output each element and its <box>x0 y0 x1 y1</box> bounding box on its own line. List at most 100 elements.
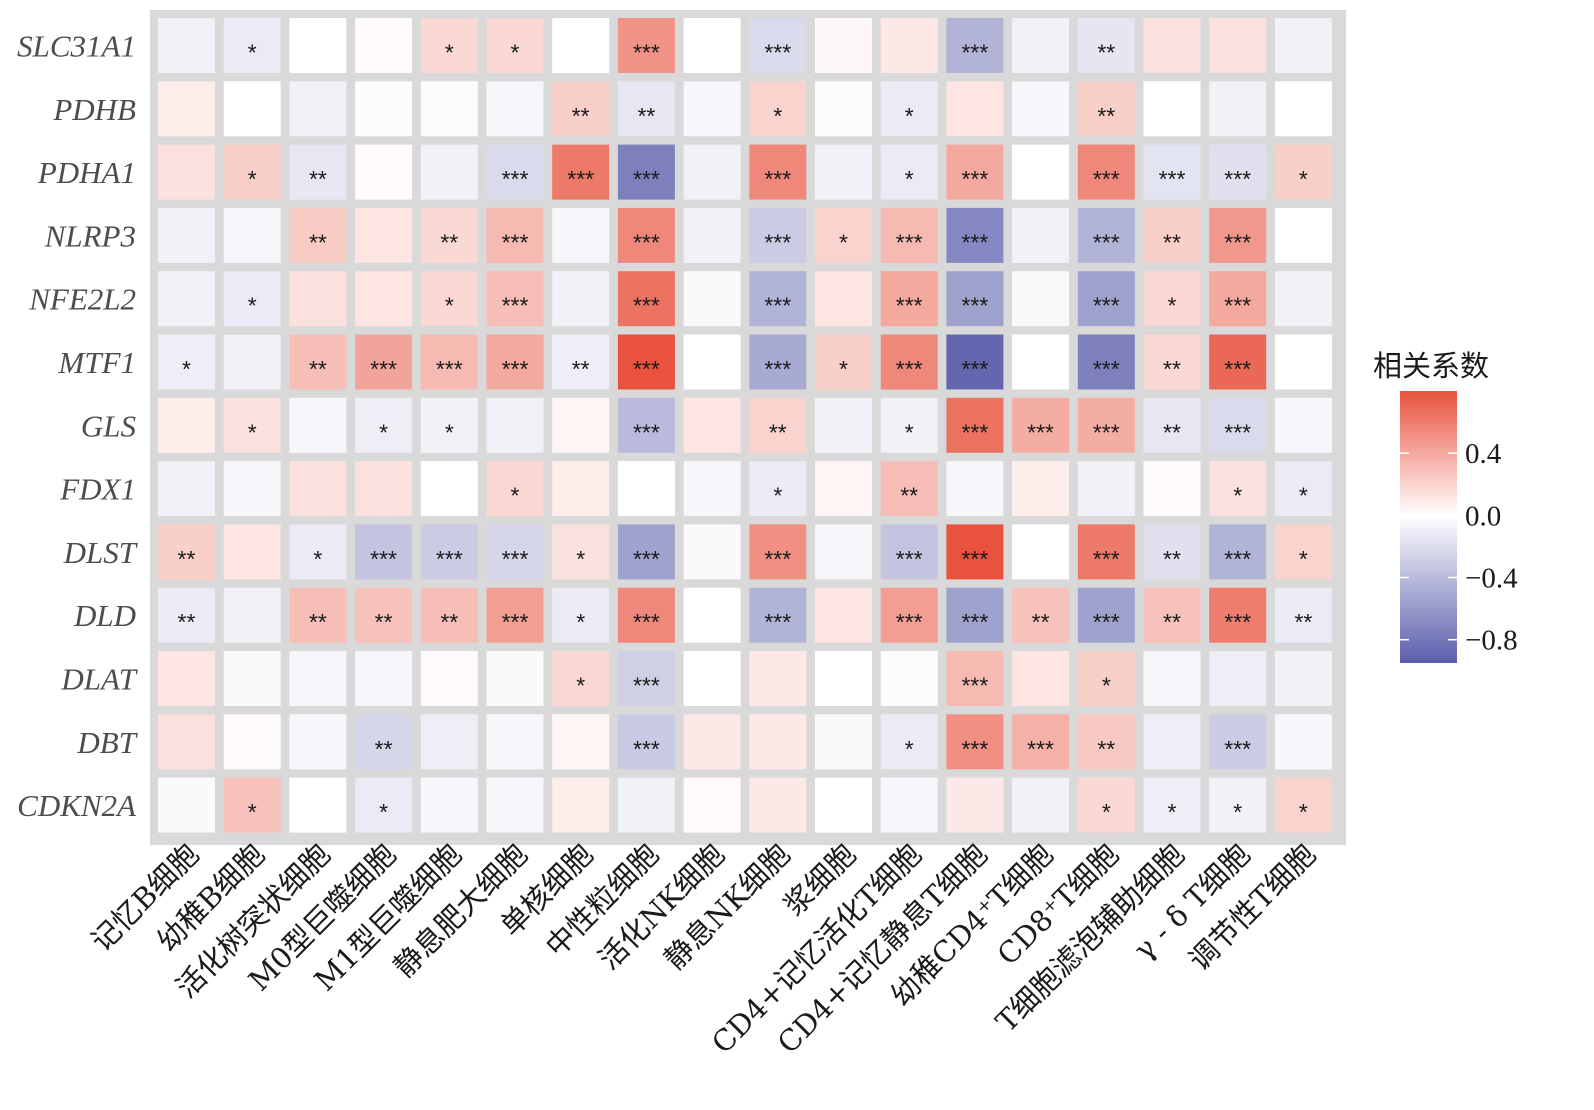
heatmap-cells <box>158 18 1332 833</box>
significance-mark: ** <box>637 103 655 129</box>
heatmap-cell <box>1209 207 1267 263</box>
heatmap-cell <box>420 397 478 453</box>
significance-mark: *** <box>1093 419 1120 445</box>
heatmap-cell <box>289 587 347 643</box>
heatmap-cell <box>815 144 872 200</box>
significance-mark: *** <box>502 546 529 572</box>
heatmap-cell <box>683 524 741 580</box>
legend-tick-label: −0.4 <box>1465 563 1518 595</box>
heatmap-cell <box>223 271 281 327</box>
heatmap-cell <box>749 334 807 390</box>
heatmap-cell <box>880 144 938 200</box>
heatmap-cell <box>355 651 413 706</box>
heatmap-cell <box>289 81 347 137</box>
heatmap-cell <box>1077 777 1135 833</box>
heatmap-cell <box>223 334 281 390</box>
heatmap-cell <box>946 461 1004 517</box>
heatmap-cell <box>420 651 478 706</box>
significance-mark: ** <box>1097 40 1115 66</box>
significance-mark: *** <box>436 546 463 572</box>
heatmap-cell <box>880 18 938 73</box>
heatmap-cell <box>749 397 807 453</box>
significance-mark: *** <box>764 229 791 255</box>
heatmap-cell <box>946 651 1004 706</box>
heatmap-cell <box>158 81 215 137</box>
significance-mark: * <box>905 419 914 445</box>
heatmap-cell <box>880 271 938 327</box>
significance-mark: *** <box>1224 546 1251 572</box>
heatmap-cell <box>946 524 1004 580</box>
significance-mark: ** <box>375 736 393 762</box>
heatmap-cell <box>486 207 544 263</box>
heatmap-cell <box>289 18 347 73</box>
heatmap-cell <box>420 777 478 833</box>
heatmap-cell <box>1077 81 1135 137</box>
significance-mark: * <box>248 40 257 66</box>
heatmap-cell <box>1012 271 1070 327</box>
heatmap-cell <box>815 714 872 770</box>
heatmap-cell <box>552 334 610 390</box>
significance-mark: *** <box>1224 609 1251 635</box>
heatmap-cell <box>1274 651 1332 706</box>
heatmap-cell <box>158 397 215 453</box>
heatmap-cell <box>617 271 675 327</box>
heatmap-cell <box>223 144 281 200</box>
significance-mark: *** <box>1093 546 1120 572</box>
significance-mark: ** <box>1163 229 1181 255</box>
heatmap-cell <box>815 18 872 73</box>
significance-mark: ** <box>440 229 458 255</box>
significance-mark: *** <box>1224 293 1251 319</box>
heatmap-cell <box>1077 461 1135 517</box>
heatmap-cell <box>486 397 544 453</box>
heatmap-cell <box>946 334 1004 390</box>
heatmap-cell <box>1012 81 1070 137</box>
significance-mark: * <box>576 609 585 635</box>
significance-mark: *** <box>633 736 660 762</box>
significance-mark: *** <box>502 166 529 192</box>
significance-mark: *** <box>1224 419 1251 445</box>
heatmap-cell <box>1143 587 1201 643</box>
heatmap-cell <box>815 271 872 327</box>
heatmap-cell <box>420 144 478 200</box>
heatmap-cell <box>289 207 347 263</box>
significance-mark: ** <box>1163 419 1181 445</box>
heatmap-cell <box>1274 524 1332 580</box>
heatmap-cell <box>617 18 675 73</box>
heatmap-cell <box>1209 271 1267 327</box>
significance-mark: ** <box>1163 356 1181 382</box>
significance-mark: * <box>1168 293 1177 319</box>
heatmap-cell <box>420 334 478 390</box>
heatmap-cell <box>420 207 478 263</box>
significance-mark: ** <box>178 609 196 635</box>
significance-mark: ** <box>572 103 590 129</box>
significance-mark: *** <box>633 293 660 319</box>
heatmap-cell <box>946 777 1004 833</box>
heatmap-cell <box>946 207 1004 263</box>
row-label-DBT: DBT <box>76 725 138 760</box>
heatmap-cell <box>1143 777 1201 833</box>
significance-mark: * <box>1168 799 1177 825</box>
heatmap-cell <box>1274 461 1332 517</box>
heatmap-cell <box>1012 714 1070 770</box>
heatmap-cell <box>289 651 347 706</box>
significance-mark: * <box>445 40 454 66</box>
heatmap-cell <box>1143 81 1201 137</box>
heatmap-cell <box>815 81 872 137</box>
heatmap-cell <box>880 81 938 137</box>
row-label-NFE2L2: NFE2L2 <box>28 282 136 317</box>
heatmap-cell <box>1209 334 1267 390</box>
significance-mark: * <box>1233 483 1242 509</box>
significance-mark: ** <box>309 166 327 192</box>
row-label-SLC31A1: SLC31A1 <box>17 29 136 64</box>
row-label-PDHB: PDHB <box>52 92 136 127</box>
heatmap-cell <box>486 271 544 327</box>
significance-mark: *** <box>764 293 791 319</box>
heatmap-cell <box>552 651 610 706</box>
significance-marks: * * * *** *** *** **** ** * * *** ** *** *** *** *** * **… <box>178 40 1313 826</box>
significance-mark: *** <box>502 229 529 255</box>
significance-mark: *** <box>436 356 463 382</box>
significance-mark: *** <box>633 229 660 255</box>
heatmap-cell <box>158 271 215 327</box>
significance-mark: *** <box>502 609 529 635</box>
heatmap-cell <box>158 144 215 200</box>
